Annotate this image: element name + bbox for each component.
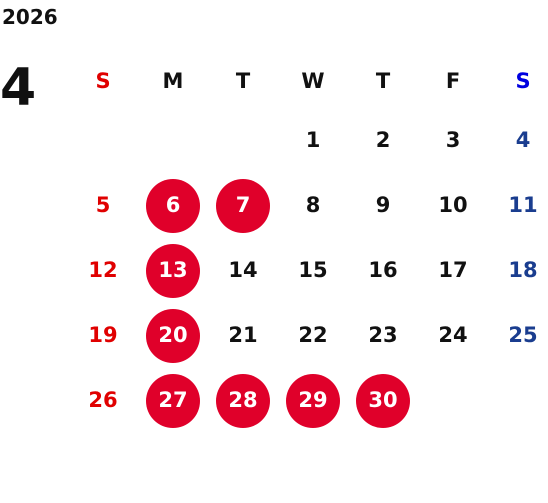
week-row-5: 26 27 28 29 30 — [68, 368, 548, 433]
day-cell: 21 — [228, 323, 258, 347]
year-label: 2026 — [2, 5, 58, 29]
day-cell — [488, 374, 548, 428]
highlighted-day-cell: 28 — [216, 373, 270, 428]
day-cell: 8 — [305, 193, 321, 217]
day-cell: 12 — [88, 258, 118, 282]
day-cell: 16 — [368, 258, 398, 282]
day-cell: 4 — [515, 128, 531, 152]
highlighted-day-cell: 6 — [146, 178, 200, 233]
day-cell: 18 — [508, 258, 538, 282]
day-cell: 5 — [95, 193, 111, 217]
highlighted-day-cell: 13 — [146, 243, 200, 298]
day-cell: 9 — [375, 193, 391, 217]
highlighted-day-cell: 29 — [286, 373, 340, 428]
weekday-saturday: S — [515, 68, 531, 93]
day-cell — [138, 114, 208, 168]
day-cell: 1 — [305, 128, 321, 152]
day-cell: 2 — [375, 128, 391, 152]
day-cell: 26 — [88, 388, 118, 412]
day-cell — [418, 374, 488, 428]
highlighted-day-cell: 27 — [146, 373, 200, 428]
day-cell: 17 — [438, 258, 468, 282]
week-row-3: 12 13 14 15 16 17 18 — [68, 238, 548, 303]
weekday-wednesday: W — [301, 68, 325, 93]
day-cell: 25 — [508, 323, 538, 347]
week-row-1: 1 2 3 4 — [68, 108, 548, 173]
highlighted-day-cell: 30 — [356, 373, 410, 428]
weekday-friday: F — [445, 68, 461, 93]
weekday-tuesday: T — [235, 68, 251, 93]
weekday-thursday: T — [375, 68, 391, 93]
month-number: 4 — [0, 58, 37, 118]
week-row-4: 19 20 21 22 23 24 25 — [68, 303, 548, 368]
calendar-grid: S M T W T F S 1 2 3 4 5 6 7 8 9 10 11 12… — [68, 54, 548, 433]
day-cell: 10 — [438, 193, 468, 217]
day-cell: 14 — [228, 258, 258, 282]
highlighted-day-cell: 20 — [146, 308, 200, 363]
day-cell: 24 — [438, 323, 468, 347]
day-cell: 22 — [298, 323, 328, 347]
day-cell — [208, 114, 278, 168]
week-row-2: 5 6 7 8 9 10 11 — [68, 173, 548, 238]
day-cell: 23 — [368, 323, 398, 347]
weekday-sunday: S — [95, 68, 111, 93]
day-cell: 19 — [88, 323, 118, 347]
weekday-monday: M — [162, 68, 184, 93]
day-cell: 15 — [298, 258, 328, 282]
day-cell: 11 — [508, 193, 538, 217]
weekday-header-row: S M T W T F S — [68, 54, 548, 108]
day-cell — [68, 114, 138, 168]
highlighted-day-cell: 7 — [216, 178, 270, 233]
day-cell: 3 — [445, 128, 461, 152]
